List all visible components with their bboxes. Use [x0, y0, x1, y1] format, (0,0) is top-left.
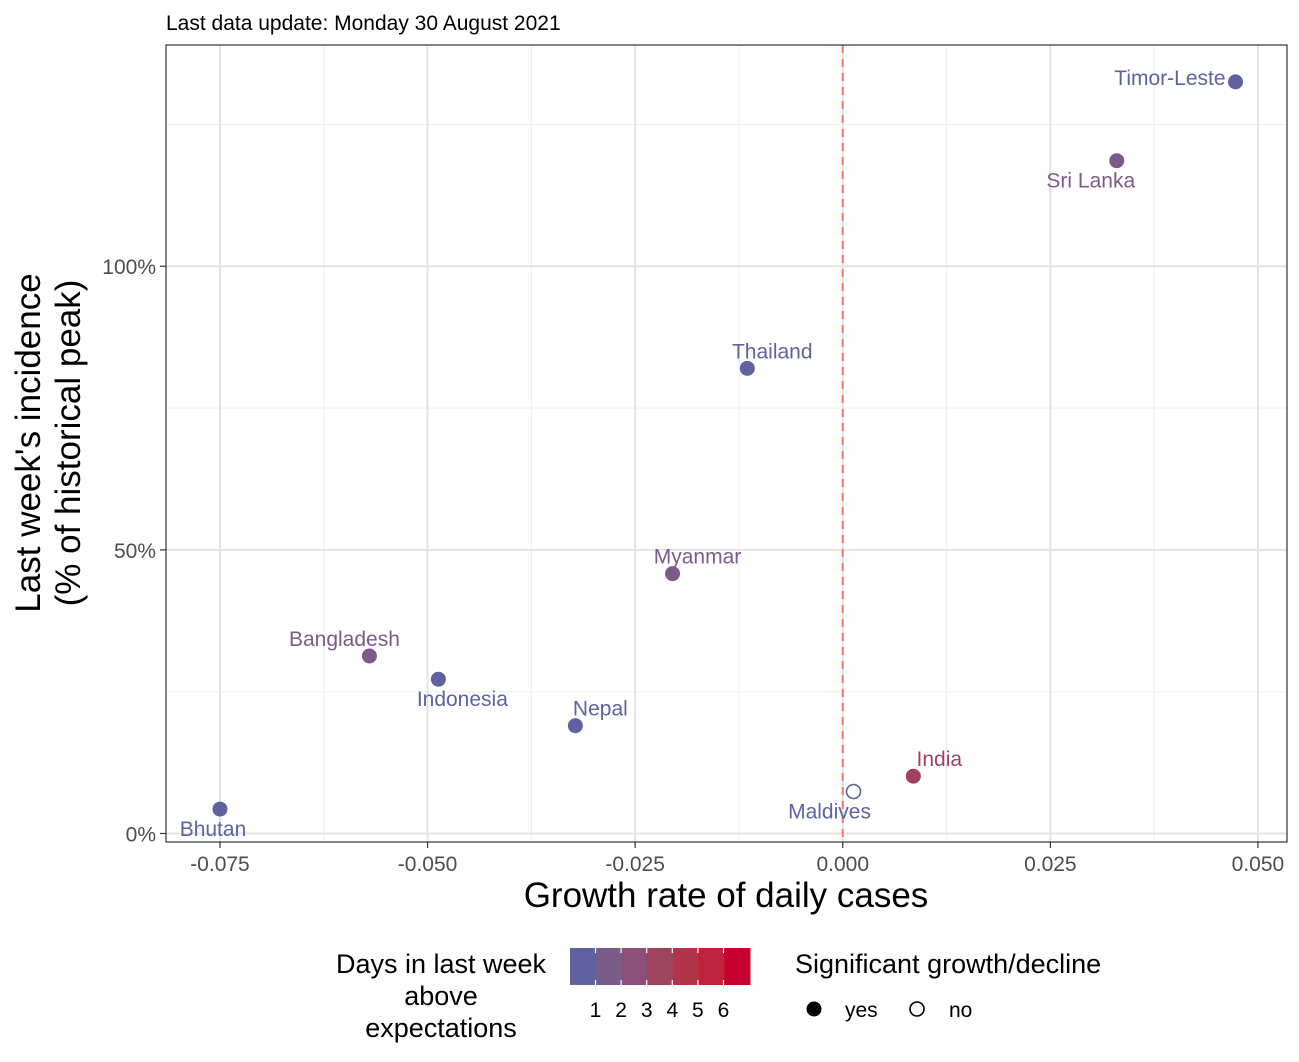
- x-tick-label: 0.000: [816, 853, 869, 876]
- color-bar-tick-label: 5: [692, 999, 704, 1022]
- color-bar-tick-label: 2: [615, 999, 627, 1022]
- point-timor-leste: [1228, 74, 1244, 90]
- point-indonesia: [430, 671, 446, 687]
- color-bar-tick-label: 1: [590, 999, 602, 1022]
- point-labels: Timor-Leste Sri Lanka Thailand Myanmar Bangl…: [180, 67, 1226, 841]
- color-bar-segment: [570, 948, 597, 985]
- shape-key-filled: [806, 1001, 822, 1017]
- color-legend-title-line-3: expectations: [365, 1013, 517, 1043]
- y-tick-label: 50%: [114, 540, 156, 563]
- point-label-india: India: [917, 748, 963, 771]
- data-points: [212, 74, 1244, 817]
- y-axis: 0% 50% 100%: [102, 256, 166, 846]
- x-axis-title: Growth rate of daily cases: [524, 876, 929, 915]
- point-label-thailand: Thailand: [732, 340, 813, 363]
- point-bhutan: [212, 801, 228, 817]
- shape-legend-title: Significant growth/decline: [795, 949, 1101, 979]
- point-label-myanmar: Myanmar: [654, 546, 742, 569]
- point-label-nepal: Nepal: [573, 698, 628, 721]
- y-tick-label: 100%: [102, 256, 156, 279]
- x-axis: -0.075 -0.050 -0.025 0.000 0.025 0.050: [190, 842, 1284, 876]
- point-label-sri-lanka: Sri Lanka: [1046, 170, 1135, 193]
- point-nepal: [567, 718, 583, 734]
- y-tick-label: 0%: [126, 823, 156, 846]
- shape-legend: Significant growth/decline yes no: [795, 949, 1101, 1022]
- x-tick-label: -0.025: [605, 853, 665, 876]
- color-bar: [570, 948, 751, 985]
- y-axis-title-line-1: Last week's incidence: [9, 273, 48, 612]
- color-bar-segment: [672, 948, 700, 985]
- y-axis-title-line-2: (% of historical peak): [49, 280, 88, 607]
- point-sri-lanka: [1109, 153, 1125, 169]
- color-bar-segment: [698, 948, 725, 985]
- color-bar-tick-label: 4: [666, 999, 678, 1022]
- point-label-bangladesh: Bangladesh: [289, 628, 400, 651]
- point-myanmar: [665, 566, 681, 582]
- x-tick-label: -0.075: [190, 853, 250, 876]
- point-label-indonesia: Indonesia: [417, 688, 508, 711]
- color-bar-segment: [595, 948, 622, 985]
- point-label-maldives: Maldives: [788, 801, 871, 824]
- color-bar-tick-label: 6: [718, 999, 730, 1022]
- color-legend-title-line-1: Days in last week: [336, 949, 547, 979]
- point-bangladesh: [361, 648, 377, 664]
- grid-lines: [166, 45, 1287, 842]
- shape-key-open: [909, 1001, 925, 1017]
- color-bar-segment: [724, 948, 751, 985]
- plot-border: [165, 44, 1288, 843]
- x-tick-label: 0.050: [1232, 853, 1285, 876]
- point-label-bhutan: Bhutan: [180, 818, 247, 841]
- point-thailand: [739, 360, 755, 376]
- color-legend-title-line-2: above: [404, 981, 478, 1011]
- color-bar-tick-label: 3: [641, 999, 653, 1022]
- point-label-timor-leste: Timor-Leste: [1114, 67, 1225, 90]
- plot-panel: [166, 45, 1287, 842]
- chart-subtitle: Last data update: Monday 30 August 2021: [166, 12, 561, 35]
- point-maldives: [845, 783, 862, 800]
- shape-key-label: no: [949, 999, 972, 1022]
- x-tick-label: 0.025: [1024, 853, 1077, 876]
- color-bar-segment: [647, 948, 674, 985]
- shape-key-label: yes: [845, 999, 878, 1022]
- x-tick-label: -0.050: [398, 853, 458, 876]
- point-india: [905, 768, 921, 784]
- color-bar-segment: [621, 948, 648, 985]
